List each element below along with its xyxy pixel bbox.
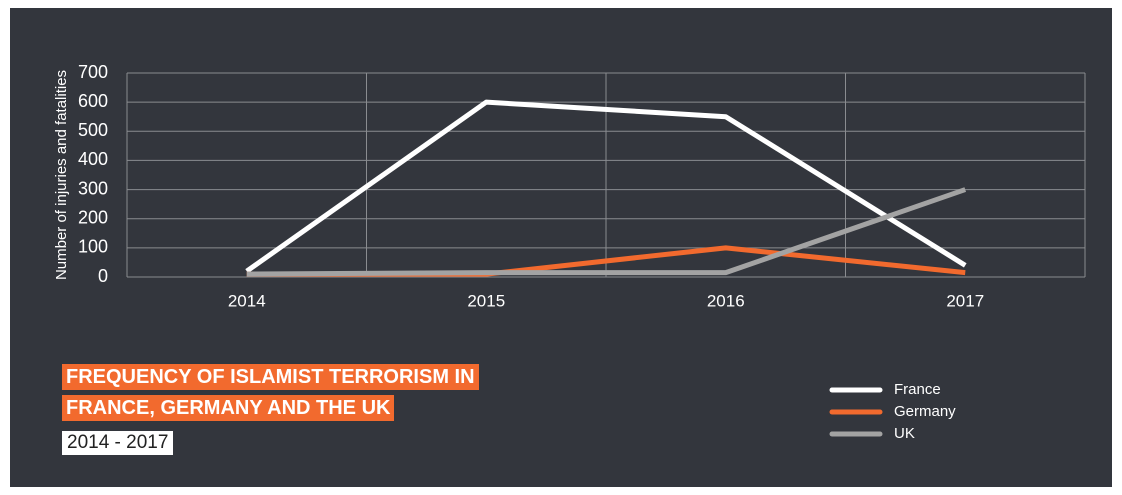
x-tick-label: 2016 — [707, 291, 745, 310]
y-tick-label: 100 — [78, 237, 108, 257]
x-tick-label: 2014 — [228, 291, 266, 310]
legend-label: UK — [894, 425, 915, 442]
chart-subtitle: 2014 - 2017 — [62, 431, 174, 455]
line — [245, 99, 967, 274]
y-tick-label: 700 — [78, 62, 108, 82]
y-tick-label: 600 — [78, 91, 108, 111]
y-tick-label: 0 — [98, 266, 108, 286]
y-tick-label: 400 — [78, 149, 108, 169]
y-tick-label: 500 — [78, 120, 108, 140]
legend-label: Germany — [894, 403, 956, 420]
y-tick-label: 300 — [78, 178, 108, 198]
y-axis-label: Number of injuries and fatalities — [53, 70, 70, 280]
y-tick-label: 200 — [78, 207, 108, 227]
x-tick-label: 2015 — [467, 291, 505, 310]
chart-title: FREQUENCY OF ISLAMIST TERRORISM IN FRANC… — [62, 362, 542, 424]
x-tick-label: 2017 — [946, 291, 984, 310]
legend-label: France — [894, 381, 941, 398]
line — [246, 187, 967, 277]
title-text: FREQUENCY OF ISLAMIST TERRORISM IN FRANC… — [62, 364, 479, 421]
